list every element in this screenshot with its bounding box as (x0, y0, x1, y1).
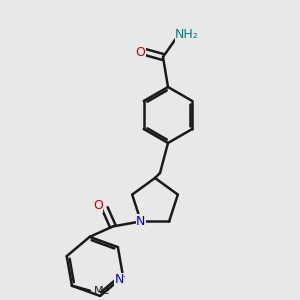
Text: Me: Me (94, 286, 110, 296)
Text: N: N (114, 273, 124, 286)
Text: O: O (135, 46, 145, 59)
Text: NH₂: NH₂ (175, 28, 199, 41)
Text: N: N (136, 215, 146, 228)
Text: O: O (93, 199, 103, 212)
